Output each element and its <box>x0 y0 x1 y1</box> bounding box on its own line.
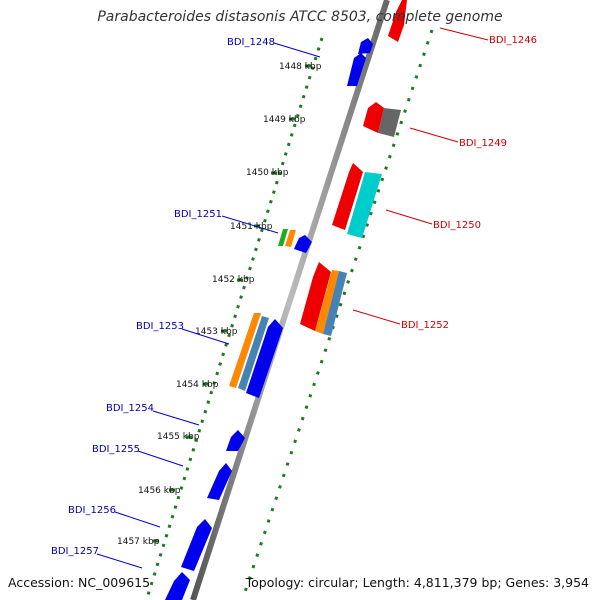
gene-arrow[interactable] <box>246 319 283 398</box>
kbp-label: 1448 kbp <box>279 62 322 72</box>
topology-summary: Topology: circular; Length: 4,811,379 bp… <box>245 575 589 590</box>
kbp-label: 1450 kbp <box>246 168 289 178</box>
kbp-label: 1454 kbp <box>176 380 219 390</box>
leader-line <box>114 511 161 528</box>
kbp-label: 1451 kbp <box>230 222 273 232</box>
leader-line <box>409 127 459 143</box>
gene-arrow[interactable] <box>294 235 312 253</box>
gene-block[interactable] <box>229 313 261 388</box>
gene-arrow[interactable] <box>332 163 363 230</box>
gene-block[interactable] <box>315 270 339 334</box>
leader-line <box>385 209 433 225</box>
leader-line <box>137 450 184 467</box>
leader-line <box>181 328 230 345</box>
kbp-label: 1456 kbp <box>138 486 181 496</box>
reverse-strand-genes <box>165 38 373 600</box>
forward-strand-genes <box>300 0 407 336</box>
gene-block[interactable] <box>347 172 382 238</box>
gene-arrow[interactable] <box>300 262 331 331</box>
gene-label[interactable]: BDI_1248 <box>227 37 275 48</box>
leader-line <box>96 553 143 569</box>
leader-line <box>352 309 401 325</box>
genome-backbone <box>190 0 390 600</box>
gene-block[interactable] <box>278 229 288 246</box>
kbp-label: 1453 kbp <box>195 327 238 337</box>
gene-label[interactable]: BDI_1250 <box>433 220 481 231</box>
label-leader-lines <box>96 27 489 569</box>
kbp-label: 1455 kbp <box>157 432 200 442</box>
kbp-label: 1452 kbp <box>212 275 255 285</box>
gene-arrow[interactable] <box>165 572 190 600</box>
gene-arrow[interactable] <box>181 519 212 571</box>
gene-label[interactable]: BDI_1252 <box>401 320 449 331</box>
kbp-label: 1449 kbp <box>263 115 306 125</box>
gene-label[interactable]: BDI_1251 <box>174 209 222 220</box>
gene-arrow[interactable] <box>358 38 373 54</box>
leader-line <box>273 42 321 58</box>
gene-label[interactable]: BDI_1256 <box>68 505 116 516</box>
gene-block[interactable] <box>238 316 269 391</box>
leader-line <box>152 410 200 426</box>
gene-block[interactable] <box>323 271 347 336</box>
gene-arrow[interactable] <box>207 463 232 500</box>
leader-line <box>439 27 489 41</box>
gene-label[interactable]: BDI_1246 <box>489 35 537 46</box>
kbp-tick-marks <box>153 64 311 543</box>
gene-label[interactable]: BDI_1253 <box>136 321 184 332</box>
leader-line <box>221 215 279 234</box>
inner-tick-track <box>146 37 324 596</box>
gene-block[interactable] <box>378 108 401 137</box>
map-title: Parabacteroides distasonis ATCC 8503, co… <box>97 9 503 25</box>
gene-arrow[interactable] <box>388 0 407 42</box>
gene-label[interactable]: BDI_1257 <box>51 546 99 557</box>
gene-label[interactable]: BDI_1249 <box>459 138 507 149</box>
kbp-label: 1457 kbp <box>117 537 160 547</box>
gene-arrow[interactable] <box>347 53 366 86</box>
gene-arrow[interactable] <box>226 430 245 451</box>
gene-label[interactable]: BDI_1255 <box>92 444 140 455</box>
accession-text: Accession: NC_009615 <box>8 575 151 590</box>
gene-block[interactable] <box>285 230 296 247</box>
gene-arrow[interactable] <box>363 102 384 133</box>
gene-label[interactable]: BDI_1254 <box>106 403 154 414</box>
